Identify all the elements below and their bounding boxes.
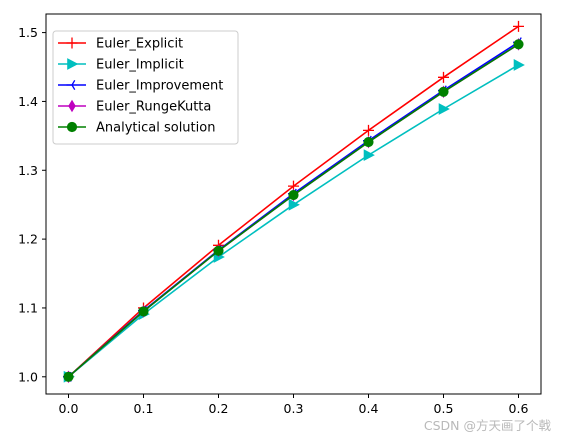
x-tick-label-1: 0.1 [134, 401, 154, 416]
data-point-1-3 [288, 198, 300, 211]
data-point-1-6 [513, 59, 525, 71]
y-tick-label-4: 1.4 [18, 94, 38, 109]
data-point-4-5 [438, 86, 449, 97]
x-tick-label-5: 0.5 [434, 401, 454, 416]
y-tick-label-0: 1.0 [18, 369, 38, 384]
series-4 [63, 39, 524, 382]
y-tick-label-2: 1.2 [18, 232, 38, 247]
data-point-1-5 [438, 103, 450, 115]
legend: Euler_Explicit Euler_Implicit Euler_Improv… [52, 30, 239, 145]
data-point-4-1 [138, 306, 149, 317]
legend-marker-0 [66, 37, 78, 49]
data-point-4-4 [363, 136, 374, 148]
x-tick-label-2: 0.2 [209, 401, 229, 416]
legend-label-2: Euler_Improvement [96, 79, 223, 94]
y-tick-label-3: 1.3 [18, 163, 38, 178]
watermark: CSDN @方天画了个戟 [423, 418, 551, 433]
legend-marker-1 [67, 58, 79, 70]
legend-entry-3: Euler_RungeKutta [58, 100, 211, 115]
data-point-4-0 [63, 371, 74, 382]
y-tick-label-5: 1.5 [18, 25, 38, 40]
legend-marker-4 [66, 121, 78, 133]
data-point-0-5 [438, 71, 449, 83]
legend-label-0: Euler_Explicit [96, 37, 183, 52]
legend-entry-0: Euler_Explicit [58, 37, 183, 52]
y-tick-label-1: 1.1 [18, 300, 38, 315]
legend-label-3: Euler_RungeKutta [96, 100, 211, 115]
legend-box [52, 30, 239, 145]
legend-entry-1: Euler_Implicit [58, 58, 184, 73]
data-point-4-3 [288, 189, 299, 201]
legend-marker-3 [68, 99, 76, 113]
data-point-4-2 [213, 245, 224, 256]
legend-label-1: Euler_Implicit [96, 58, 184, 73]
legend-marker-2 [66, 79, 76, 91]
x-tick-label-0: 0.0 [59, 401, 79, 416]
legend-entry-4: Analytical solution [58, 121, 215, 136]
legend-label-4: Analytical solution [96, 121, 215, 136]
x-tick-label-4: 0.4 [359, 401, 379, 416]
axis-layer: 0.0 0.1 0.2 0.3 0.4 0.5 0.6 1.0 1.1 1.2 1.3 1.4 1.5 [18, 25, 528, 416]
data-point-0-4 [363, 124, 374, 136]
x-tick-label-6: 0.6 [509, 401, 529, 416]
plot-layer [63, 20, 525, 384]
x-tick-label-3: 0.3 [284, 401, 304, 416]
data-point-0-6 [513, 20, 524, 32]
legend-entry-2: Euler_Improvement [58, 79, 223, 94]
data-point-1-4 [363, 149, 375, 162]
data-point-4-6 [513, 39, 524, 50]
